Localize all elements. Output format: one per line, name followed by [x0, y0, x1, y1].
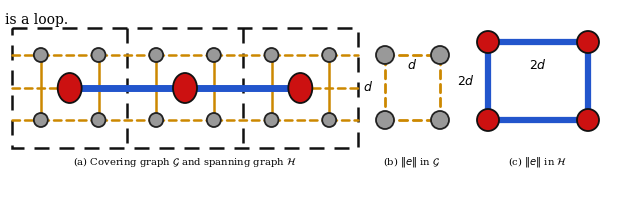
Ellipse shape [577, 109, 599, 131]
Text: is a loop.: is a loop. [5, 13, 68, 27]
Ellipse shape [477, 109, 499, 131]
Ellipse shape [173, 73, 197, 103]
Text: $2d$: $2d$ [457, 74, 475, 88]
Circle shape [264, 48, 278, 62]
Circle shape [376, 111, 394, 129]
Ellipse shape [577, 31, 599, 53]
Circle shape [92, 48, 106, 62]
Circle shape [431, 111, 449, 129]
Text: (a) Covering graph $\mathcal{G}$ and spanning graph $\mathcal{H}$: (a) Covering graph $\mathcal{G}$ and spa… [73, 155, 297, 169]
Circle shape [207, 113, 221, 127]
Circle shape [149, 48, 163, 62]
Circle shape [207, 48, 221, 62]
Ellipse shape [289, 73, 312, 103]
Ellipse shape [58, 73, 82, 103]
Circle shape [149, 113, 163, 127]
Ellipse shape [477, 31, 499, 53]
Text: $d$: $d$ [363, 80, 373, 94]
Circle shape [376, 46, 394, 64]
Circle shape [264, 113, 278, 127]
Circle shape [322, 113, 336, 127]
Circle shape [34, 48, 48, 62]
Text: $d$: $d$ [407, 58, 417, 72]
Circle shape [431, 46, 449, 64]
Text: (b) $\|e\|$ in $\mathcal{G}$: (b) $\|e\|$ in $\mathcal{G}$ [383, 155, 441, 169]
Circle shape [92, 113, 106, 127]
Circle shape [322, 48, 336, 62]
Bar [12, 28, 358, 148]
Circle shape [34, 113, 48, 127]
Text: (c) $\|e\|$ in $\mathcal{H}$: (c) $\|e\|$ in $\mathcal{H}$ [508, 155, 568, 169]
Text: $2d$: $2d$ [529, 58, 547, 72]
